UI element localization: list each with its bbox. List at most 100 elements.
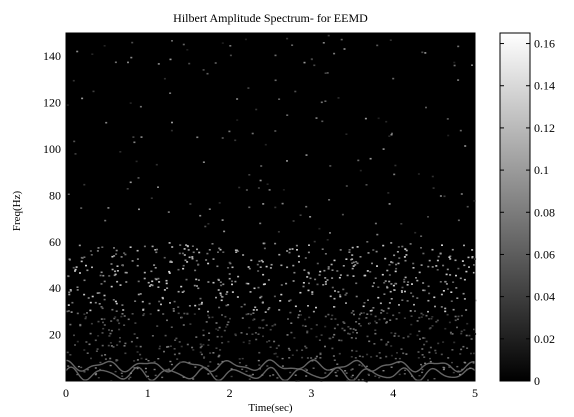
spectrum-point (365, 184, 368, 186)
spectrum-point (378, 318, 381, 321)
spectrum-point (149, 313, 152, 315)
spectrum-point (416, 320, 419, 322)
spectrum-point (350, 312, 353, 314)
spectrum-point (366, 270, 369, 272)
spectrum-point (357, 159, 360, 162)
spectrum-point (314, 357, 317, 360)
spectrum-point (355, 321, 358, 323)
spectrum-point (156, 325, 159, 327)
spectrum-point (278, 253, 281, 256)
spectrum-point (351, 349, 354, 352)
spectrum-point (165, 279, 168, 282)
spectrum-point (380, 338, 383, 341)
spectrum-point (446, 268, 449, 271)
spectrum-point (154, 374, 157, 377)
spectrum-point (218, 202, 221, 204)
spectrum-point (268, 307, 271, 309)
spectrum-point (261, 374, 264, 376)
x-axis-label: Time(sec) (248, 402, 293, 414)
spectrum-point (444, 327, 447, 330)
spectrum-point (334, 371, 337, 374)
colorbar-tick-label: 0 (534, 374, 540, 388)
spectrum-point (95, 350, 98, 352)
spectrum-point (191, 245, 194, 247)
spectrum-point (345, 133, 348, 135)
spectrum-point (192, 378, 195, 380)
spectrum-point (217, 329, 220, 331)
spectrum-point (241, 368, 244, 370)
spectrum-point (83, 313, 86, 315)
spectrum-point (129, 372, 132, 374)
spectrum-point (359, 325, 362, 327)
spectrum-point (84, 317, 87, 320)
spectrum-point (207, 373, 210, 375)
spectrum-point (173, 348, 176, 350)
spectrum-point (382, 148, 385, 150)
spectrum-point (459, 373, 461, 376)
spectrum-point (207, 314, 210, 317)
spectrum-point (342, 321, 345, 323)
spectrum-point (179, 244, 182, 246)
spectrum-point (208, 208, 211, 210)
spectrum-point (123, 345, 126, 347)
spectrum-point (153, 264, 156, 266)
spectrum-point (349, 327, 352, 330)
spectrum-point (346, 274, 349, 277)
spectrum-point (207, 365, 210, 367)
spectrum-point (225, 304, 228, 307)
spectrum-point (302, 285, 305, 288)
spectrum-point (386, 286, 389, 289)
spectrum-point (374, 375, 377, 377)
spectrum-point (105, 121, 108, 124)
spectrum-point (427, 285, 430, 288)
spectrum-point (395, 267, 398, 270)
spectrum-point (465, 309, 468, 311)
spectrum-point (265, 324, 268, 327)
spectrum-point (412, 262, 415, 265)
spectrum-point (255, 108, 258, 111)
spectrum-point (277, 231, 280, 233)
spectrum-point (364, 274, 367, 277)
spectrum-point (135, 345, 138, 348)
spectrum-point (145, 358, 148, 360)
spectrum-point (339, 274, 342, 276)
spectrum-point (368, 340, 371, 343)
spectrum-point (385, 120, 388, 123)
spectrum-point (115, 360, 118, 362)
spectrum-point (247, 282, 250, 285)
spectrum-point (451, 248, 454, 251)
spectrum-point (169, 92, 172, 94)
spectrum-point (220, 284, 223, 287)
spectrum-point (77, 365, 80, 368)
spectrum-point (136, 337, 139, 339)
spectrum-point (439, 195, 442, 197)
spectrum-point (74, 268, 77, 271)
spectrum-point (252, 309, 255, 311)
spectrum-point (278, 98, 281, 100)
spectrum-point (310, 357, 313, 359)
spectrum-point (423, 289, 426, 292)
spectrum-point (286, 334, 289, 336)
spectrum-point (217, 363, 220, 365)
spectrum-point (101, 332, 104, 334)
spectrum-point (420, 312, 423, 315)
spectrum-point (296, 249, 298, 251)
spectrum-point (333, 359, 336, 361)
spectrum-point (288, 349, 291, 351)
spectrum-point (280, 293, 283, 296)
spectrum-point (137, 293, 140, 296)
spectrum-point (280, 284, 283, 286)
spectrum-point (112, 299, 115, 301)
spectrum-point (359, 169, 362, 172)
spectrum-point (297, 314, 300, 316)
spectrum-point (79, 272, 81, 274)
spectrum-point (318, 274, 321, 276)
spectrum-point (369, 310, 372, 312)
spectrum-point (205, 321, 208, 323)
spectrum-point (220, 295, 223, 298)
spectrum-point (150, 270, 153, 273)
spectrum-point (83, 293, 86, 296)
spectrum-point (305, 154, 308, 156)
spectrum-point (219, 292, 222, 295)
